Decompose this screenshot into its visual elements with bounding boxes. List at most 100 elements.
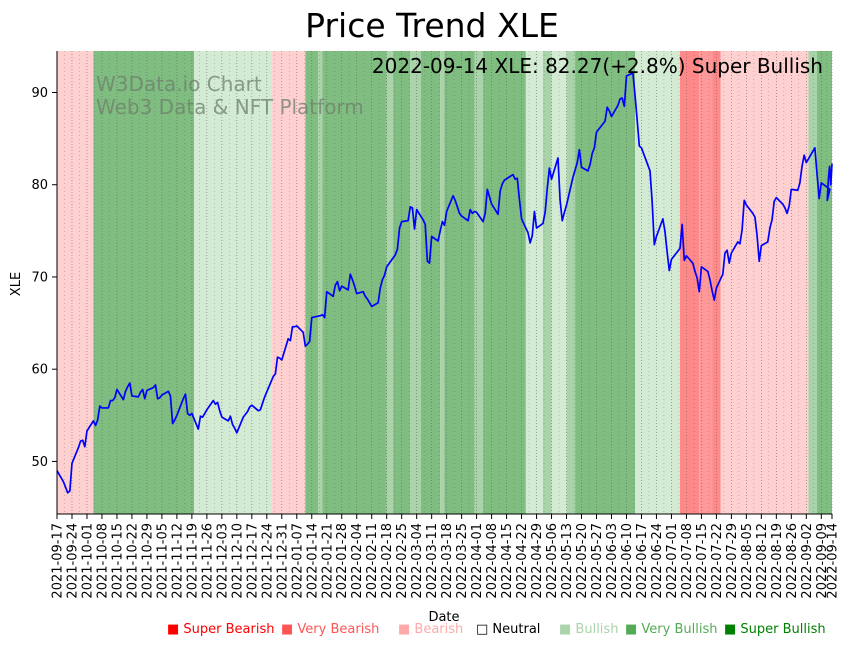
y-tick-label-0: 50 (31, 455, 48, 470)
x-tick-label-49: 2022-08-26 (785, 523, 800, 599)
chart-title: Price Trend XLE (305, 6, 559, 45)
x-tick-label-0: 2021-09-17 (51, 523, 66, 599)
y-tick-label-3: 80 (31, 178, 48, 193)
x-tick-label-39: 2022-06-17 (635, 523, 650, 599)
x-tick-label-7: 2021-11-05 (155, 523, 170, 599)
x-tick-label-52: 2022-09-14 (826, 523, 841, 599)
x-tick-label-27: 2022-03-25 (455, 523, 470, 599)
x-tick-label-26: 2022-03-18 (440, 523, 455, 599)
watermark-line-1: W3Data.io Chart (96, 72, 262, 96)
x-tick-label-11: 2021-12-03 (215, 523, 230, 599)
x-tick-label-15: 2021-12-31 (275, 523, 290, 599)
latest-price-annotation: 2022-09-14 XLE: 82.27(+2.8%) Super Bulli… (372, 54, 823, 78)
legend-label-3: Neutral (492, 622, 540, 637)
regime-band-1 (93, 51, 195, 514)
x-tick-label-1: 2021-09-24 (65, 523, 80, 599)
y-axis-label: XLE (9, 272, 24, 296)
x-tick-label-6: 2021-10-29 (140, 523, 155, 599)
x-tick-label-12: 2021-12-10 (230, 523, 245, 599)
regime-band-12 (444, 51, 475, 514)
x-tick-label-24: 2022-03-04 (410, 523, 425, 599)
x-axis-label: Date (428, 610, 459, 625)
regime-band-22 (699, 51, 713, 514)
x-tick-label-51: 2022-09-09 (815, 523, 830, 599)
x-tick-label-46: 2022-08-05 (740, 523, 755, 599)
legend-swatch-2: ■ (398, 622, 414, 637)
x-ticks: 2021-09-17 2021-09-24 2021-10-01 2021-10-08… (51, 514, 841, 599)
x-tick-label-40: 2022-06-24 (650, 523, 665, 599)
price-line-XLE (56, 72, 833, 494)
legend-swatch-1: ■ (281, 622, 297, 637)
x-tick-label-13: 2021-12-17 (245, 523, 260, 599)
regime-band-11 (440, 51, 445, 514)
x-tick-label-37: 2022-06-03 (605, 523, 620, 599)
legend-item-4: ■ Bullish (559, 622, 618, 637)
regime-band-24 (720, 51, 809, 514)
legend-item-6: ■ Super Bullish (724, 622, 826, 637)
x-tick-label-34: 2022-05-13 (560, 523, 575, 599)
x-tick-label-19: 2022-01-28 (335, 523, 350, 599)
legend-label-6: Super Bullish (740, 622, 825, 637)
legend-swatch-3: □ (476, 622, 492, 637)
x-tick-label-50: 2022-09-02 (800, 523, 815, 599)
regime-band-14 (483, 51, 526, 514)
regime-bands (57, 51, 832, 514)
x-tick-label-22: 2022-02-18 (380, 523, 395, 599)
regime-band-26 (817, 51, 832, 514)
legend-swatch-6: ■ (724, 622, 740, 637)
regime-band-10 (420, 51, 441, 514)
regime-band-6 (322, 51, 387, 514)
legend-item-0: ■ Super Bearish (167, 622, 275, 637)
x-tick-label-9: 2021-11-19 (185, 523, 200, 599)
regime-band-16 (542, 51, 552, 514)
x-tick-label-5: 2021-10-22 (125, 523, 140, 599)
legend-swatch-0: ■ (167, 622, 183, 637)
x-tick-label-16: 2022-01-07 (290, 523, 305, 599)
legend-swatch-4: ■ (559, 622, 575, 637)
x-tick-label-23: 2022-02-25 (395, 523, 410, 599)
x-tick-label-42: 2022-07-08 (680, 523, 695, 599)
x-tick-label-8: 2021-11-12 (170, 523, 185, 599)
x-tick-label-44: 2022-07-22 (710, 523, 725, 599)
regime-band-3 (271, 51, 306, 514)
legend-label-4: Bullish (575, 622, 618, 637)
regime-band-2 (194, 51, 272, 514)
regime-band-0 (57, 51, 94, 514)
regime-band-18 (566, 51, 576, 514)
x-tick-label-2: 2021-10-01 (80, 523, 95, 599)
legend-item-3: □ Neutral (476, 622, 540, 637)
regime-band-21 (679, 51, 700, 514)
x-tick-label-25: 2022-03-11 (425, 523, 440, 599)
x-tick-label-36: 2022-05-27 (590, 523, 605, 599)
x-tick-label-43: 2022-07-15 (695, 523, 710, 599)
legend-item-1: ■ Very Bearish (281, 622, 379, 637)
y-tick-label-2: 70 (31, 270, 48, 285)
x-tick-label-33: 2022-05-06 (545, 523, 560, 599)
regime-band-7 (386, 51, 394, 514)
legend-label-0: Super Bearish (183, 622, 274, 637)
regime-band-13 (474, 51, 484, 514)
y-tick-label-4: 90 (31, 86, 48, 101)
x-tick-label-29: 2022-04-08 (485, 523, 500, 599)
x-tick-label-18: 2022-01-21 (320, 523, 335, 599)
regime-band-9 (410, 51, 421, 514)
x-tick-label-20: 2022-02-04 (350, 523, 365, 599)
x-tick-label-35: 2022-05-20 (575, 523, 590, 599)
regime-band-15 (525, 51, 543, 514)
watermark-line-2: Web3 Data & NFT Platform (96, 95, 364, 119)
axes (56, 51, 832, 515)
legend-item-2: ■ Bearish (398, 622, 463, 637)
watermark: W3Data.io Chart Web3 Data & NFT Platform (96, 72, 364, 119)
x-tick-label-31: 2022-04-22 (515, 523, 530, 599)
x-tick-label-47: 2022-08-12 (755, 523, 770, 599)
regime-band-5 (318, 51, 323, 514)
x-tick-label-41: 2022-07-01 (665, 523, 680, 599)
y-tick-label-1: 60 (31, 363, 48, 378)
x-tick-label-10: 2021-11-26 (200, 523, 215, 599)
date-gridlines (56, 51, 833, 514)
x-tick-label-32: 2022-04-29 (530, 523, 545, 599)
legend-label-5: Very Bullish (641, 622, 717, 637)
x-tick-label-38: 2022-06-10 (620, 523, 635, 599)
legend-item-5: ■ Very Bullish (625, 622, 717, 637)
